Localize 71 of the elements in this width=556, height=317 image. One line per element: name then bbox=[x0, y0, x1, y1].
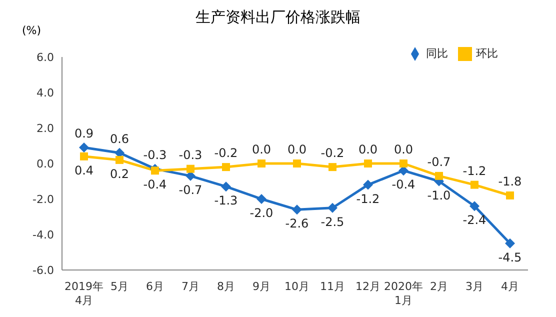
data-label: -2.0 bbox=[250, 206, 274, 220]
data-label: -0.7 bbox=[427, 154, 451, 169]
point bbox=[328, 163, 336, 172]
x-tick-label: 11月 bbox=[320, 280, 345, 293]
y-tick-label: -2.0 bbox=[32, 192, 54, 206]
legend-label: 环比 bbox=[476, 47, 498, 60]
data-label: -1.8 bbox=[498, 174, 522, 188]
chart-title: 生产资料出厂价格涨跌幅 bbox=[196, 8, 360, 26]
data-label: 0.9 bbox=[74, 126, 94, 141]
data-label: -0.4 bbox=[143, 178, 167, 192]
point bbox=[292, 204, 302, 215]
point bbox=[505, 238, 515, 248]
point bbox=[364, 160, 372, 168]
y-tick-label: -4.0 bbox=[32, 228, 54, 242]
data-label: -0.2 bbox=[320, 146, 344, 160]
data-label: -1.2 bbox=[356, 192, 380, 206]
point bbox=[80, 152, 88, 160]
x-tick-label: 7月 bbox=[182, 280, 200, 293]
data-label: -0.2 bbox=[214, 146, 238, 160]
data-label: 0.2 bbox=[110, 166, 130, 181]
y-tick-label: 0.0 bbox=[36, 157, 54, 170]
data-label: 0.6 bbox=[110, 132, 130, 146]
point bbox=[506, 191, 514, 200]
point bbox=[116, 156, 124, 164]
point bbox=[435, 172, 443, 180]
point bbox=[258, 160, 266, 168]
data-label: -2.4 bbox=[462, 213, 486, 228]
x-tick-label: 6月 bbox=[146, 280, 164, 293]
data-label: 0.0 bbox=[252, 142, 272, 156]
data-label: 0.0 bbox=[358, 142, 378, 156]
data-label: -2.6 bbox=[285, 216, 309, 231]
y-tick-label: 6.0 bbox=[36, 50, 54, 64]
point bbox=[151, 166, 159, 175]
x-tick-label: 4月 bbox=[501, 280, 519, 293]
data-label: -1.2 bbox=[462, 164, 486, 178]
data-label: 0.0 bbox=[394, 142, 414, 156]
x-tick-label: 12月 bbox=[356, 280, 380, 293]
x-tick-label: 2020年 1月 bbox=[384, 280, 423, 307]
data-label: -0.7 bbox=[178, 182, 202, 197]
y-tick-label: 2.0 bbox=[36, 122, 54, 135]
data-label: 0.4 bbox=[74, 163, 94, 178]
point bbox=[400, 160, 408, 168]
point bbox=[470, 201, 480, 212]
data-label: 0.0 bbox=[287, 142, 307, 156]
point bbox=[222, 163, 230, 172]
x-tick-label: 2月 bbox=[430, 280, 448, 293]
point bbox=[256, 194, 266, 204]
data-label: -0.3 bbox=[143, 148, 167, 162]
data-label: -1.0 bbox=[427, 188, 451, 202]
point bbox=[293, 160, 301, 168]
x-tick-label: 8月 bbox=[217, 280, 235, 293]
x-tick-label: 9月 bbox=[252, 280, 270, 293]
point bbox=[470, 180, 478, 189]
data-label: -4.5 bbox=[498, 250, 522, 264]
point bbox=[186, 164, 194, 173]
data-label: -2.5 bbox=[320, 214, 344, 229]
point bbox=[328, 202, 338, 213]
x-tick-label: 3月 bbox=[466, 280, 484, 293]
point bbox=[363, 180, 373, 190]
y-tick-label: -6.0 bbox=[32, 264, 54, 277]
legend-label: 同比 bbox=[426, 47, 448, 60]
data-label: -0.4 bbox=[392, 178, 416, 192]
point bbox=[79, 142, 89, 153]
data-label: -0.3 bbox=[178, 148, 202, 162]
y-axis-title: (%) bbox=[22, 24, 42, 37]
data-label: -1.3 bbox=[214, 194, 238, 208]
y-tick-label: 4.0 bbox=[36, 86, 54, 100]
x-tick-label: 5月 bbox=[110, 280, 128, 293]
x-tick-label: 2019年 4月 bbox=[64, 280, 104, 307]
point bbox=[221, 182, 231, 192]
x-tick-label: 10月 bbox=[284, 280, 310, 293]
